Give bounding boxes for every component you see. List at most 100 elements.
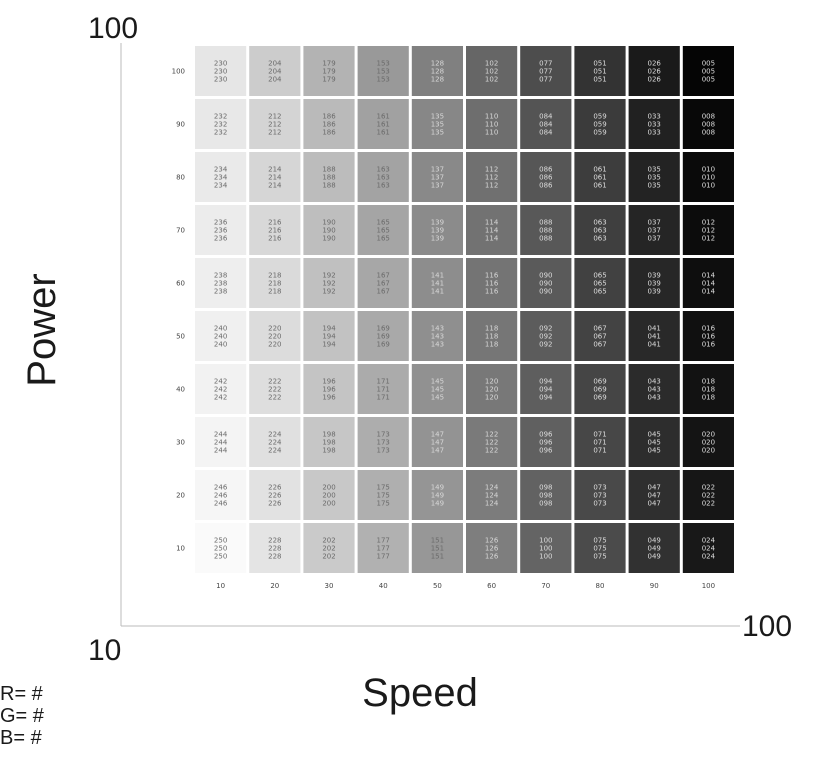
cell-value-b: 022 (702, 500, 715, 508)
cell-value-g: 088 (539, 227, 552, 235)
cell-value-b: 153 (377, 76, 390, 84)
cell-value-b: 112 (485, 182, 498, 190)
cell-value-g: 222 (268, 386, 281, 394)
cell-value-r: 073 (593, 484, 606, 492)
cell-value-b: 135 (431, 129, 444, 137)
cell-value-g: 026 (648, 68, 662, 76)
cell-value-r: 212 (268, 113, 281, 121)
cell-value-r: 244 (214, 431, 228, 439)
cell-value-g: 250 (214, 545, 227, 553)
cell-value-r: 135 (431, 113, 444, 121)
cell-value-b: 033 (648, 129, 661, 137)
cell-value-r: 141 (431, 272, 444, 280)
cell-value-r: 147 (431, 431, 444, 439)
cell-value-g: 126 (485, 545, 499, 553)
heatmap-cell (303, 523, 355, 573)
cell-value-g: 175 (377, 492, 390, 500)
cell-value-g: 179 (322, 68, 335, 76)
x-axis-max-label: 100 (742, 610, 792, 643)
cell-value-b: 238 (214, 288, 227, 296)
heatmap-cell (303, 99, 355, 149)
cell-value-r: 065 (593, 272, 606, 280)
cell-value-b: 098 (539, 500, 552, 508)
cell-value-g: 116 (485, 280, 499, 288)
cell-value-r: 220 (268, 325, 281, 333)
heatmap-cell (574, 417, 626, 467)
cell-value-g: 037 (648, 227, 661, 235)
cell-value-g: 049 (648, 545, 661, 553)
x-tick-label: 30 (325, 582, 334, 590)
cell-value-r: 216 (268, 219, 282, 227)
cell-value-g: 005 (702, 68, 715, 76)
cell-value-r: 088 (539, 219, 552, 227)
heatmap-cell (195, 152, 247, 202)
cell-value-g: 224 (268, 439, 282, 447)
x-tick-label: 80 (596, 582, 605, 590)
cell-value-r: 169 (377, 325, 390, 333)
heatmap-cell (466, 311, 518, 361)
cell-value-g: 033 (648, 121, 661, 129)
cell-value-r: 122 (485, 431, 498, 439)
cell-value-g: 045 (648, 439, 661, 447)
cell-value-b: 005 (702, 76, 715, 84)
heatmap-cell (411, 46, 463, 96)
legend-b: B= # (0, 727, 42, 749)
cell-value-g: 141 (431, 280, 444, 288)
y-tick-label: 20 (176, 492, 185, 500)
cell-value-b: 196 (322, 394, 336, 402)
heatmap-cell (520, 417, 572, 467)
heatmap-cell (411, 311, 463, 361)
y-tick-labels: 100 90 80 70 60 50 40 30 20 10 (172, 68, 185, 553)
heatmap-cell (249, 99, 301, 149)
cell-value-r: 018 (702, 378, 715, 386)
heatmap-cell (682, 205, 734, 255)
cell-value-r: 234 (214, 166, 228, 174)
heatmap-cell (574, 152, 626, 202)
y-tick-label: 50 (176, 333, 185, 341)
cell-value-r: 051 (593, 60, 606, 68)
cell-value-g: 173 (377, 439, 390, 447)
cell-value-r: 016 (702, 325, 716, 333)
heatmap-cell (520, 46, 572, 96)
cell-value-r: 059 (593, 113, 606, 121)
cell-value-r: 035 (648, 166, 661, 174)
cell-value-b: 179 (322, 76, 335, 84)
heatmap-cell (628, 417, 680, 467)
cell-value-g: 043 (648, 386, 661, 394)
cell-value-g: 198 (322, 439, 335, 447)
cell-value-r: 012 (702, 219, 715, 227)
cell-value-b: 047 (648, 500, 661, 508)
y-axis-max-label: 100 (88, 12, 138, 45)
heatmap-cell (195, 99, 247, 149)
x-tick-label: 50 (433, 582, 442, 590)
heatmap-cell (574, 205, 626, 255)
cell-value-g: 232 (214, 121, 227, 129)
cell-value-g: 137 (431, 174, 444, 182)
cell-value-g: 236 (214, 227, 228, 235)
cell-value-b: 165 (377, 235, 390, 243)
cell-value-g: 171 (377, 386, 390, 394)
cell-value-g: 065 (593, 280, 606, 288)
cell-value-r: 086 (539, 166, 553, 174)
cell-value-r: 061 (593, 166, 606, 174)
cell-value-g: 240 (214, 333, 227, 341)
heatmap-cell (195, 523, 247, 573)
cell-value-b: 039 (648, 288, 661, 296)
cell-value-r: 198 (322, 431, 335, 439)
cell-value-g: 120 (485, 386, 498, 394)
cell-value-g: 124 (485, 492, 499, 500)
cell-value-g: 061 (593, 174, 606, 182)
heatmap-cell (303, 364, 355, 414)
cell-value-b: 143 (431, 341, 444, 349)
heatmap-cell (466, 99, 518, 149)
heatmap-cell (249, 364, 301, 414)
heatmap-cell (628, 470, 680, 520)
cell-value-g: 220 (268, 333, 281, 341)
heatmap-cell (357, 258, 409, 308)
cell-value-g: 112 (485, 174, 498, 182)
cell-value-r: 238 (214, 272, 227, 280)
cell-value-r: 165 (377, 219, 390, 227)
cell-value-b: 065 (593, 288, 606, 296)
cell-value-b: 149 (431, 500, 444, 508)
